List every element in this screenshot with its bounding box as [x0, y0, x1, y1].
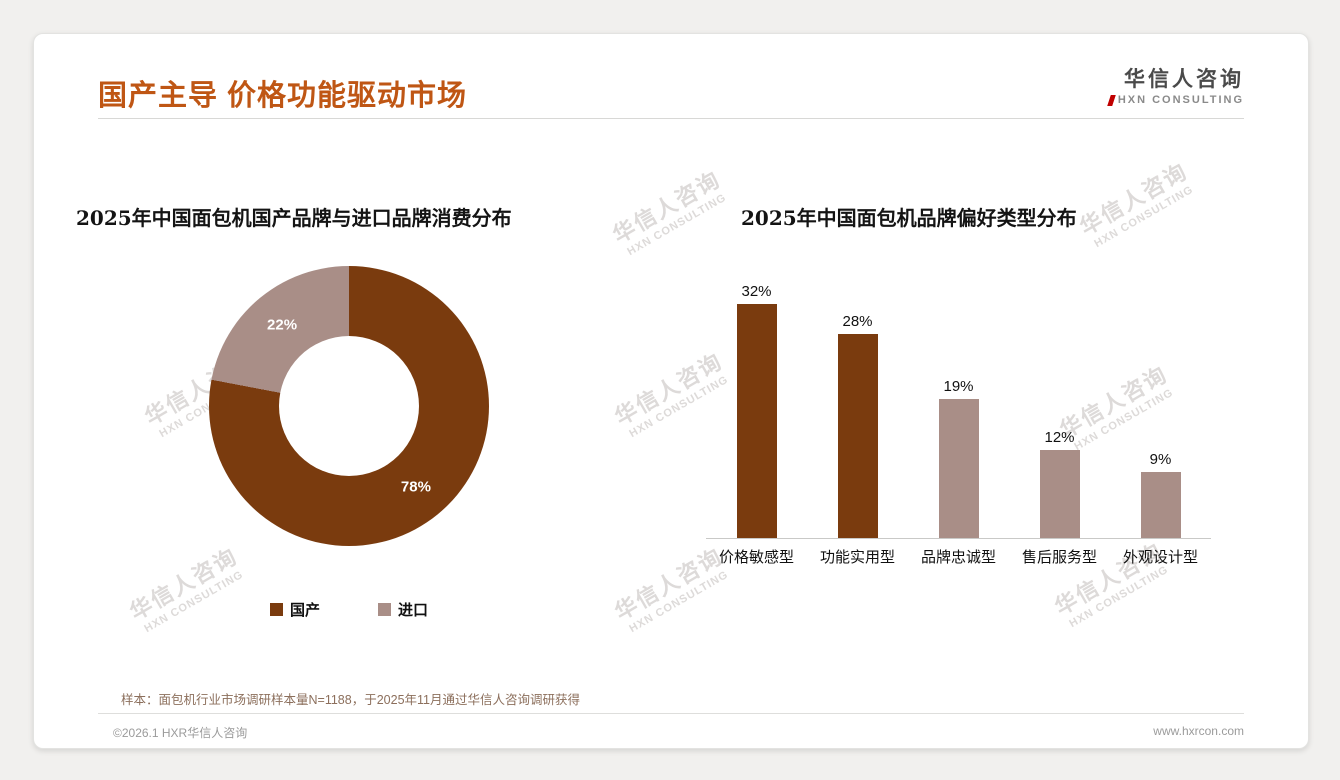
legend-label: 国产: [289, 602, 320, 619]
legend-item: 国产: [269, 599, 320, 620]
page-title: 国产主导 价格功能驱动市场: [98, 80, 468, 112]
bar-value-label: 32%: [741, 283, 772, 301]
bar: [1140, 472, 1181, 538]
bar: [938, 399, 979, 538]
legend-swatch: [269, 603, 283, 616]
bar-category-label: 品牌忠诚型: [920, 549, 996, 566]
donut-legend: 国产 进口: [209, 599, 489, 620]
donut-slice-label: 78%: [400, 478, 431, 496]
donut-chart: 78% 22%: [209, 266, 489, 546]
donut-ring: 78% 22%: [209, 266, 489, 546]
bar-value-label: 19%: [943, 378, 974, 396]
bar-chart-categories: 价格敏感型 功能实用型 品牌忠诚型 售后服务型 外观设计型: [706, 546, 1211, 567]
logo: 华信人咨询 HXN CONSULTING: [1107, 68, 1244, 106]
legend-label: 进口: [398, 602, 429, 619]
logo-cn-text: 华信人咨询: [1124, 68, 1244, 91]
logo-en-text: HXN CONSULTING: [1117, 94, 1244, 106]
bar-category-label: 价格敏感型: [718, 549, 794, 566]
copyright-text: ©2026.1 HXR华信人咨询: [113, 726, 248, 740]
bar-chart-title: 2025年中国面包机品牌偏好类型分布: [741, 206, 1077, 230]
bar-category-label: 功能实用型: [819, 549, 895, 566]
bar-value-label: 12%: [1044, 429, 1075, 447]
bar-column: 9%: [1110, 451, 1211, 538]
donut-hole: [279, 336, 419, 476]
bar-category-label: 外观设计型: [1122, 549, 1198, 566]
bar: [736, 304, 777, 538]
legend-item: 进口: [378, 599, 428, 620]
bar-column: 19%: [908, 378, 1009, 538]
bar-column: 12%: [1009, 429, 1110, 538]
bar-column: 32%: [706, 283, 807, 538]
donut-slice-label: 22%: [267, 316, 298, 334]
header-divider: [98, 118, 1244, 119]
bar: [837, 333, 878, 538]
footer-divider: [98, 713, 1244, 714]
logo-mark-icon: [1107, 94, 1116, 106]
donut-chart-title: 2025年中国面包机国产品牌与进口品牌消费分布: [76, 206, 512, 230]
bar: [1039, 450, 1080, 538]
bar-value-label: 28%: [842, 312, 873, 330]
bar-value-label: 9%: [1149, 451, 1172, 469]
bar-chart-bars: 32% 28% 19% 12% 9%: [706, 278, 1211, 539]
bar-category-label: 售后服务型: [1021, 549, 1097, 566]
bar-column: 28%: [807, 313, 908, 538]
legend-swatch: [378, 603, 391, 616]
sample-footnote: 样本：面包机行业市场调研样本量N=1188，于2025年11月通过华信人咨询调研…: [121, 693, 580, 707]
website-text: www.hxrcon.com: [1153, 724, 1244, 738]
slide-card: 华信人咨询 HXN CONSULTING 华信人咨询 HXN CONSULTING 华信…: [33, 33, 1309, 749]
